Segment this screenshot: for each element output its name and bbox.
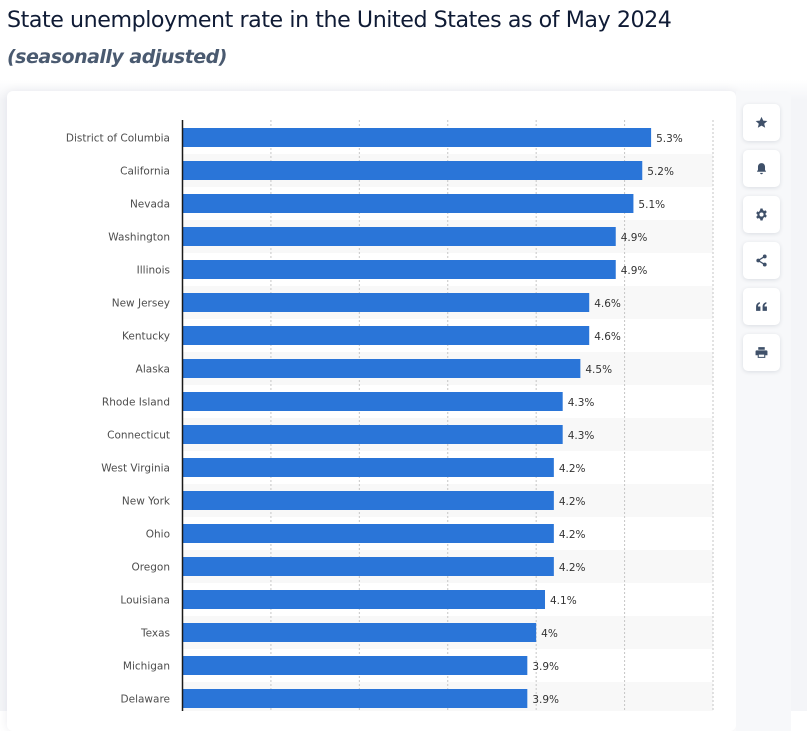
print-icon [755,347,768,358]
category-label: Alaska [136,364,170,376]
category-label: California [120,166,170,178]
data-label: 4.1% [550,595,577,607]
favorite-button[interactable] [743,104,780,141]
data-label: 5.3% [656,133,683,145]
gridlines [270,120,714,711]
bar[interactable] [182,656,528,675]
page-title: State unemployment rate in the United St… [7,7,672,33]
bar[interactable] [182,557,554,576]
bar[interactable] [182,194,634,213]
data-label: 3.9% [532,661,559,673]
data-label: 4.3% [568,430,595,442]
bar[interactable] [182,458,554,477]
data-label: 4.9% [621,232,648,244]
bar[interactable] [182,227,616,246]
quote-icon [756,302,767,311]
bell-icon [756,163,767,175]
bar-chart: District of Columbia California Nevada Wash… [66,120,714,711]
print-button[interactable] [743,334,780,371]
category-label: Nevada [130,199,170,211]
bar[interactable] [182,293,590,312]
category-label: Oregon [131,562,170,574]
category-label: Louisiana [120,595,170,607]
bar[interactable] [182,359,581,378]
data-label: 4.2% [559,496,586,508]
data-label: 4.6% [594,298,621,310]
bar[interactable] [182,623,537,642]
star-icon [755,116,768,128]
bar[interactable] [182,491,554,510]
category-label: Rhode Island [102,397,170,409]
gear-icon [756,208,767,221]
bar[interactable] [182,260,616,279]
category-label: Washington [108,232,170,244]
share-icon [756,254,767,267]
category-label: Kentucky [122,331,170,343]
category-label: New York [122,496,171,508]
category-label: West Virginia [101,463,170,475]
share-button[interactable] [743,242,780,279]
category-label: District of Columbia [66,133,170,145]
bar[interactable] [182,326,590,345]
bar[interactable] [182,590,546,609]
category-label: Texas [140,628,170,640]
data-label: 4.5% [585,364,612,376]
bar[interactable] [182,392,563,411]
category-label: Ohio [146,529,170,541]
data-label: 3.9% [532,694,559,706]
bars [182,128,652,708]
bar[interactable] [182,161,643,180]
data-label: 4.6% [594,331,621,343]
data-label: 4.2% [559,529,586,541]
data-label: 4.3% [568,397,595,409]
category-label: Illinois [137,265,170,277]
data-label: 4.2% [559,562,586,574]
category-label: Michigan [123,661,170,673]
category-label: Delaware [121,694,170,706]
value-labels: 5.3% 5.2% 5.1% 4.9% 4.9% 4.6% 4.6% 4.5% 4.3% 4.3%… [532,133,682,706]
category-label: Connecticut [107,430,170,442]
data-label: 4.2% [559,463,586,475]
data-label: 4.9% [621,265,648,277]
category-label: New Jersey [112,298,170,310]
bar[interactable] [182,128,652,147]
data-label: 5.1% [638,199,665,211]
cite-button[interactable] [743,288,780,325]
bar[interactable] [182,689,528,708]
category-labels: District of Columbia California Nevada Wash… [66,133,171,706]
notification-button[interactable] [743,150,780,187]
bar[interactable] [182,425,563,444]
bar[interactable] [182,524,554,543]
data-label: 5.2% [647,166,674,178]
settings-button[interactable] [743,196,780,233]
data-label: 4% [541,628,558,640]
page-subtitle: (seasonally adjusted) [7,46,227,68]
